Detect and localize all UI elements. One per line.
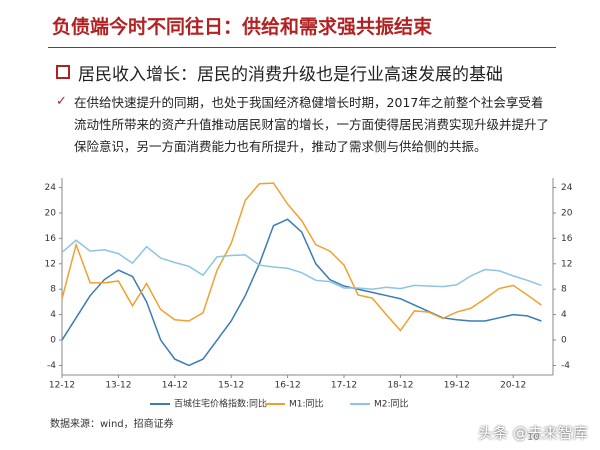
y2-tick-label: 8: [561, 285, 567, 295]
legend-label: M1:同比: [289, 398, 324, 410]
x-tick-label: 15-12: [218, 381, 244, 391]
series-line: [61, 218, 542, 367]
y2-tick-label: 0: [561, 336, 567, 346]
x-tick-label: 12-12: [49, 381, 75, 391]
y-tick-label: 24: [45, 183, 57, 193]
slide-title: 负债端今时不同往日：供给和需求强共振结束: [52, 16, 433, 38]
y-tick-label: 12: [45, 259, 56, 269]
y-tick-label: 20: [45, 208, 57, 218]
series-line: [61, 239, 542, 290]
y2-tick-label: 24: [561, 183, 573, 193]
body-text: 在供给快速提升的同期，也处于我国经济稳健增长时期，2017年之前整个社会享受着流…: [74, 95, 550, 154]
x-tick-label: 17-12: [331, 381, 357, 391]
y2-tick-label: 20: [561, 208, 573, 218]
series-line: [61, 182, 542, 332]
y2-tick-label: 16: [561, 234, 573, 244]
bullet-box: [56, 65, 70, 79]
y-tick-label: 8: [50, 285, 56, 295]
y-tick-label: 16: [45, 234, 57, 244]
watermark: 头条 @未来智库: [478, 424, 588, 442]
page-number: 10: [527, 432, 540, 443]
legend-label: M2:同比: [374, 398, 409, 410]
y-tick-label: 0: [50, 336, 56, 346]
title-rule: [48, 47, 556, 48]
x-tick-label: 20-12: [500, 381, 526, 391]
x-tick-label: 19-12: [444, 381, 470, 391]
check-icon: ✓: [56, 94, 67, 109]
x-tick-label: 16-12: [275, 381, 301, 391]
subtitle: 居民收入增长：居民的消费升级也是行业高速发展的基础: [78, 65, 503, 85]
y2-tick-label: 4: [561, 310, 567, 320]
y-tick-label: 4: [50, 310, 56, 320]
y2-tick-label: 12: [561, 259, 572, 269]
legend-label: 百城住宅价格指数:同比: [174, 398, 267, 410]
x-tick-label: 13-12: [105, 381, 131, 391]
x-tick-label: 18-12: [387, 381, 413, 391]
y-tick-label: -4: [47, 361, 56, 371]
y2-tick-label: -4: [561, 361, 570, 371]
source: 数据来源：wind，招商证券: [50, 419, 174, 430]
x-tick-label: 14-12: [162, 381, 188, 391]
